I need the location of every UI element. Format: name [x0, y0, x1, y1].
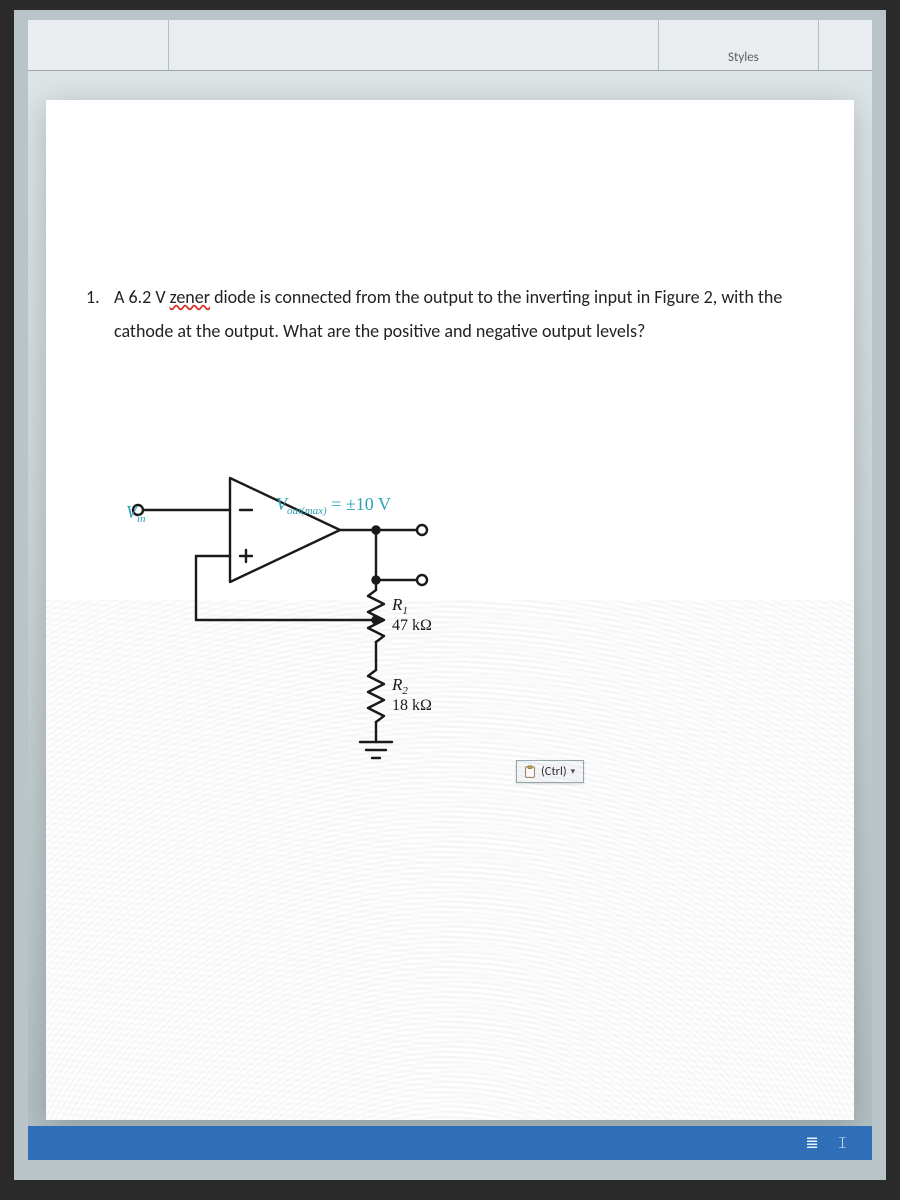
q-text-b: diode is connected from the output to th… — [210, 286, 782, 308]
q-text-a: A 6.2 V — [114, 286, 170, 308]
text-cursor-icon[interactable]: 𝙸 — [837, 1134, 848, 1153]
svg-text:Vout(max) = ±10 V: Vout(max) = ±10 V — [276, 494, 391, 517]
question-text: 1.A 6.2 V zener diode is connected from … — [86, 280, 824, 348]
question-line-1: 1.A 6.2 V zener diode is connected from … — [86, 280, 824, 314]
clipboard-icon — [523, 765, 537, 779]
ribbon-bar: Styles — [28, 20, 872, 71]
ribbon-separator — [658, 20, 659, 70]
r1-value: 47 kΩ — [392, 617, 432, 634]
monitor-bezel: Styles 1.A 6.2 V zener diode is connecte… — [0, 0, 900, 1200]
r1-symbol: R — [391, 595, 403, 614]
question-line-2: cathode at the output. What are the posi… — [86, 314, 824, 348]
ribbon-separator — [818, 20, 819, 70]
status-bar: ≣ 𝙸 — [28, 1126, 872, 1160]
document-page: 1.A 6.2 V zener diode is connected from … — [46, 100, 854, 1120]
paste-options-label: (Ctrl) — [541, 764, 567, 779]
r2-sub: 2 — [402, 685, 408, 697]
svg-text:Vin: Vin — [126, 502, 146, 525]
r1-sub: 1 — [402, 605, 408, 617]
vin-sub: in — [137, 513, 146, 525]
spellcheck-word: zener — [170, 286, 210, 308]
ribbon-separator — [168, 20, 169, 70]
svg-text:R1: R1 — [391, 595, 408, 617]
svg-text:R2: R2 — [391, 675, 408, 697]
circuit-diagram: Vin Vout(max) = ±10 V R1 47 kΩ R2 — [126, 460, 506, 800]
r2-symbol: R — [391, 675, 403, 694]
question-number: 1. — [86, 280, 114, 314]
dropdown-caret-icon: ▾ — [571, 766, 576, 777]
view-mode-icon[interactable]: ≣ — [805, 1133, 818, 1153]
screen-area: Styles 1.A 6.2 V zener diode is connecte… — [28, 20, 872, 1160]
paste-options-button[interactable]: (Ctrl) ▾ — [516, 760, 584, 783]
vout-sub: out(max) — [287, 505, 327, 517]
ribbon-group-label-styles: Styles — [728, 50, 759, 65]
vout-value: = ±10 V — [327, 494, 391, 514]
r2-value: 18 kΩ — [392, 697, 432, 714]
